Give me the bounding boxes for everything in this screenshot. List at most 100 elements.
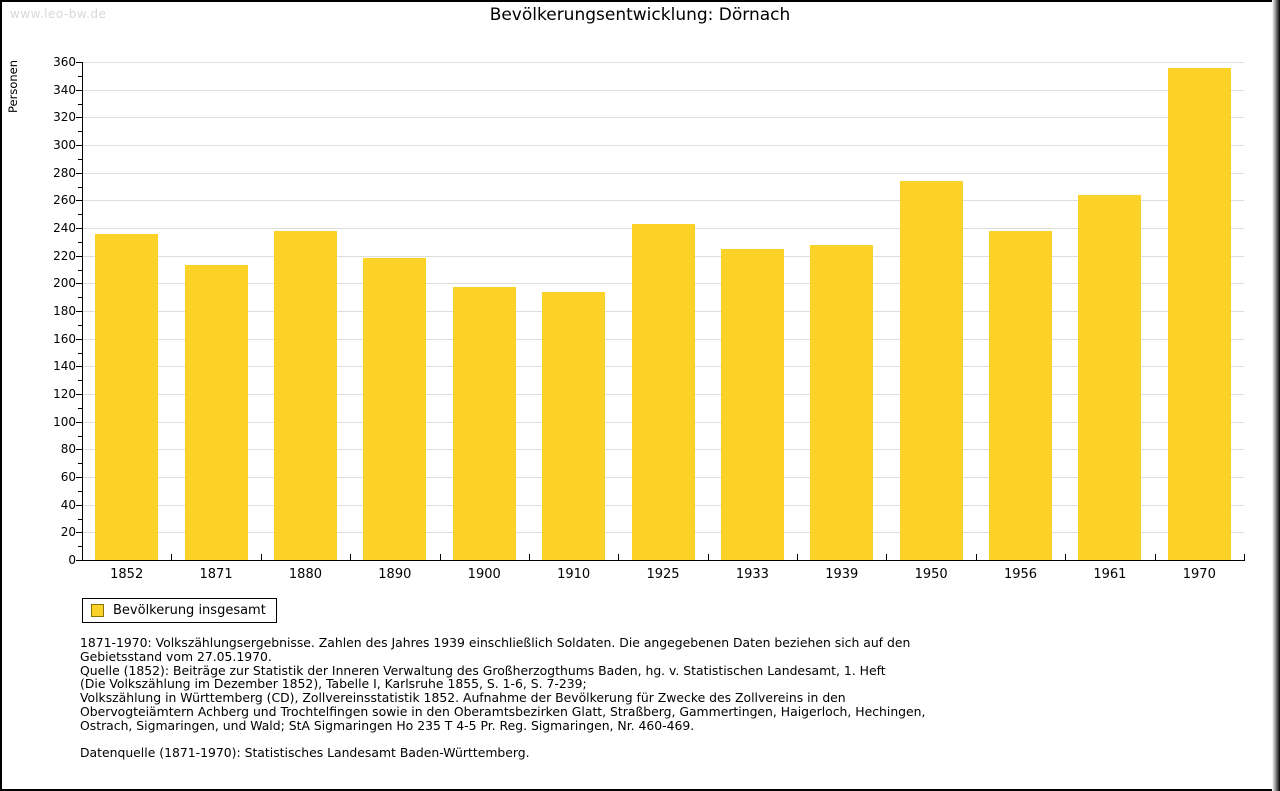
gridline [83,172,1244,174]
y-axis-tick-label: 140 [53,359,76,374]
y-axis-minor-tick [78,131,82,133]
x-axis-tick-label: 1910 [557,567,591,582]
footnote-spacer [80,733,1220,747]
x-axis-category-tick [439,554,441,560]
y-axis-minor-tick [78,269,82,271]
y-axis-major-tick [76,172,82,174]
y-axis-minor-tick [78,186,82,188]
x-axis-tick-label: 1900 [467,567,501,582]
x-axis-line [82,560,1245,561]
gridline [83,89,1244,91]
x-axis-category-tick [886,554,888,560]
x-axis-category-tick [618,554,620,560]
x-axis-tick-label: 1956 [1003,567,1038,582]
x-axis-category-tick [260,554,262,560]
y-axis-tick-label: 100 [53,414,76,429]
y-axis-major-tick [76,504,82,506]
x-axis-category-tick [528,554,530,560]
x-axis-tick-label: 1970 [1182,567,1216,582]
footnote-line: Obervogteiämtern Achberg und Trochtelfin… [80,703,926,719]
x-axis-category-tick [1154,554,1156,560]
bar-1900 [452,287,516,560]
y-axis-tick-label: 40 [60,497,76,512]
y-axis-minor-tick [78,352,82,354]
right-edge-shading [1272,0,1280,791]
y-axis-major-tick [76,283,82,285]
y-axis-minor-tick [78,103,82,105]
bar-1950 [899,180,963,560]
x-axis-category-tick [350,554,352,560]
x-axis-category-tick [975,554,977,560]
y-axis-major-tick [76,477,82,478]
bar-1961 [1078,194,1142,560]
y-axis-tick-label: 260 [53,193,76,208]
y-axis-major-tick [76,560,82,561]
bar-1871 [184,265,248,560]
footnote-line: Datenquelle (1871-1970): Statistisches L… [80,745,530,761]
y-axis-major-tick [76,366,82,368]
gridline [83,145,1244,146]
y-axis-minor-tick [78,75,82,77]
y-axis-tick-label: 320 [53,110,76,125]
y-axis-minor-tick [78,518,82,520]
y-axis-line [82,62,83,561]
bar-1852 [95,233,159,560]
y-axis-tick-label: 180 [53,304,76,318]
legend: Bevölkerung insgesamt [82,598,277,623]
y-axis-minor-tick [78,463,82,465]
y-axis-major-tick [76,117,82,119]
y-axis-tick-label: 0 [68,553,76,567]
y-axis-tick-label: 160 [53,331,76,346]
y-axis-tick-label: 300 [53,138,76,152]
x-axis-tick-label: 1939 [825,567,859,582]
y-axis-tick-label: 200 [53,276,76,291]
footnote-line: (Die Volkszählung im Dezember 1852), Tab… [80,676,587,692]
y-axis-major-tick [76,449,82,451]
x-axis-tick-label: 1925 [646,567,680,582]
footnote-line: 1871-1970: Volkszählungsergebnisse. Zahl… [80,635,911,650]
y-axis-major-tick [76,200,82,202]
y-axis-tick-label: 60 [60,470,76,484]
legend-swatch-icon [91,604,104,617]
footnote-line: Quelle (1852): Beiträge zur Statistik de… [80,662,886,678]
bar-chart-plot-area: 0 20 40 60 80 100 120 140 160 180 200 220 240 260 280 3… [53,55,1245,582]
y-axis-minor-tick [78,297,82,299]
y-axis-minor-tick [78,214,82,216]
x-axis-category-tick [1065,554,1067,560]
bar-1890 [363,258,427,560]
y-axis-minor-tick [78,435,82,437]
x-axis-tick-label: 1852 [110,567,144,582]
y-axis-tick-label: 220 [53,248,76,263]
bar-1956 [989,230,1053,560]
x-axis-category-tick [707,554,709,560]
x-axis-tick-label: 1890 [378,567,412,582]
y-axis-tick-label: 240 [53,221,76,235]
y-axis-tick-label: 20 [60,525,76,540]
bar-1970 [1167,67,1231,560]
y-axis-tick-label: 80 [60,442,76,457]
y-axis-minor-tick [78,407,82,409]
y-axis-major-tick [76,228,82,229]
y-axis-minor-tick [78,546,82,548]
site-watermark: www.leo-bw.de [10,7,107,21]
gridline [83,200,1244,202]
gridline [83,62,1244,63]
y-axis-tick-label: 340 [53,82,76,97]
x-axis-tick-label: 1961 [1093,567,1127,582]
chart-title: Bevölkerungsentwicklung: Dörnach [489,5,791,25]
y-axis-minor-tick [78,241,82,243]
footnotes: 1871-1970: Volkszählungsergebnisse. Zahl… [80,636,1220,760]
y-axis-major-tick [76,145,82,146]
y-axis-major-tick [76,62,82,63]
y-axis-tick-label: 280 [53,165,76,180]
y-axis-minor-tick [78,490,82,492]
y-axis-minor-tick [78,324,82,326]
y-axis-major-tick [76,421,82,423]
footnote-line: Volkszählung in Württemberg (CD), Zollve… [80,690,846,706]
footnote-line: Ostrach, Sigmaringen, und Wald; StA Sigm… [80,717,695,733]
y-axis-tick-label: 360 [53,55,76,69]
x-axis-tick-label: 1933 [735,567,769,582]
bar-1910 [542,291,606,560]
bar-1939 [810,244,874,560]
x-axis-category-tick [171,554,173,560]
